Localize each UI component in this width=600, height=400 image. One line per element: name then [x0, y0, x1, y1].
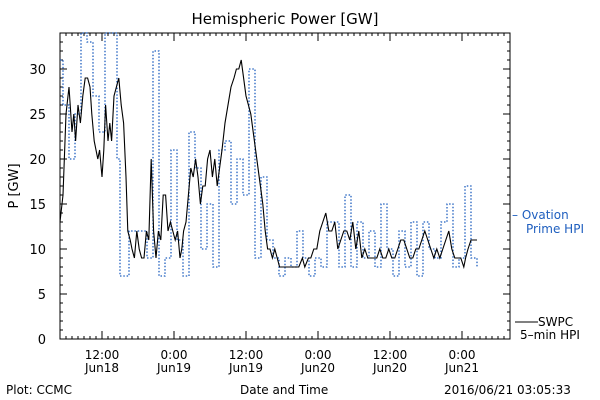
y-tick-label: 25: [29, 108, 46, 123]
swpc-hpi-series: [59, 59, 477, 270]
x-tick-time-label: 12:00: [85, 348, 120, 362]
y-tick-label: 10: [29, 243, 46, 258]
x-axis-label: Date and Time: [240, 383, 329, 397]
footer-credit: Plot: CCMC: [6, 383, 72, 397]
y-axis-label: P [GW]: [7, 163, 22, 208]
x-tick-time-label: 12:00: [229, 348, 264, 362]
x-tick-time-label: 12:00: [373, 348, 408, 362]
x-tick-date-label: Jun18: [84, 361, 119, 375]
ovation-prime-line: [60, 32, 478, 277]
y-tick-label: 30: [29, 63, 46, 78]
plot-frame: [59, 32, 511, 340]
x-tick-date-label: Jun19: [228, 361, 263, 375]
legend-swpc-label: SWPC: [538, 315, 574, 329]
y-tick-label: 15: [29, 198, 46, 213]
timestamp: 2016/06/21 03:05:33: [444, 383, 571, 397]
x-tick-time-label: 0:00: [449, 348, 476, 362]
y-tick-label: 0: [38, 333, 46, 348]
plot-axes: [59, 32, 511, 340]
ovation-prime-series: [60, 32, 478, 277]
y-tick-label: 5: [38, 288, 46, 303]
swpc-hpi-line: [59, 59, 477, 270]
legend-ovation-label: – Ovation: [512, 208, 569, 222]
x-tick-date-label: Jun19: [156, 361, 191, 375]
x-tick-time-label: 0:00: [161, 348, 188, 362]
legend-ovation-label-2: Prime HPI: [526, 222, 584, 236]
x-tick-date-label: Jun20: [372, 361, 407, 375]
x-tick-date-label: Jun20: [300, 361, 335, 375]
legend-swpc-label-2: 5–min HPI: [520, 328, 580, 342]
x-tick-date-label: Jun21: [444, 361, 479, 375]
chart-title: Hemispheric Power [GW]: [191, 10, 379, 28]
y-tick-label: 20: [29, 153, 46, 168]
x-tick-time-label: 0:00: [305, 348, 332, 362]
